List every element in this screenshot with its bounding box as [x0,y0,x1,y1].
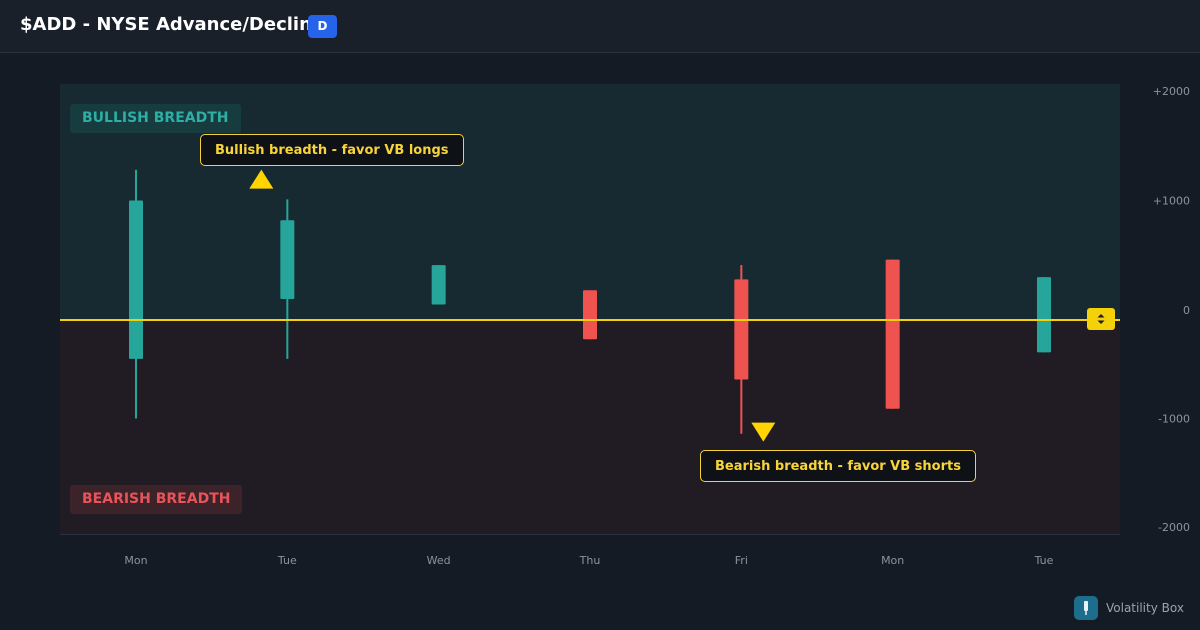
x-tick-label: Mon [124,554,147,567]
buy-signal-triangle [249,169,274,189]
y-tick-label: +2000 [1153,85,1190,98]
bullish-zone-label: BULLISH BREADTH [70,104,241,133]
bearish-zone-label: BEARISH BREADTH [70,485,243,514]
brand-logo-icon [1074,596,1098,620]
x-tick-label: Fri [735,554,748,567]
candle-body [583,290,597,340]
x-tick-label: Wed [427,554,451,567]
candle-body [129,200,143,359]
candle-body [734,279,749,380]
x-tick-label: Thu [579,554,601,567]
y-tick-label: -2000 [1158,521,1190,534]
candle-body [431,265,446,305]
timeframe-badge[interactable]: D [308,15,337,38]
x-tick-label: Tue [277,554,297,567]
chart-title: $ADD - NYSE Advance/Decline [20,14,325,35]
x-tick-label: Tue [1034,554,1054,567]
bearish-callout: Bearish breadth - favor VB shorts [700,450,976,482]
y-tick-label: +1000 [1153,195,1190,208]
candle-body [280,220,295,300]
up-down-arrows-icon[interactable] [1087,308,1115,330]
bullish-callout: Bullish breadth - favor VB longs [200,134,464,166]
sell-signal-triangle [751,422,776,442]
chart-header: $ADD - NYSE Advance/Decline D [0,0,1200,53]
x-tick-label: Mon [881,554,904,567]
brand[interactable]: Volatility Box [1074,596,1184,620]
brand-name: Volatility Box [1106,601,1184,615]
candle-body [1037,277,1051,353]
y-tick-label: 0 [1183,304,1190,317]
y-tick-label: -1000 [1158,413,1190,426]
candle-body [885,259,900,409]
